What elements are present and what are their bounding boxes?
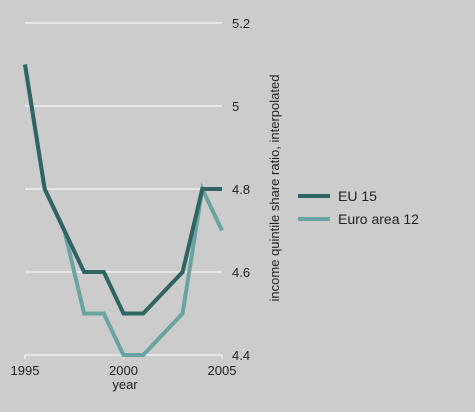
legend: EU 15 Euro area 12 — [298, 188, 419, 227]
legend-label-eu-15: EU 15 — [338, 188, 377, 204]
series-line-eu-15 — [23, 64, 222, 316]
x-tick-label: 2005 — [208, 363, 237, 378]
tick-labels: 4.4 4.6 4.8 5 5.2 1995 2000 2005 — [11, 16, 251, 378]
y-tick-label: 5.2 — [232, 16, 250, 31]
y-tick-label: 4.4 — [232, 348, 250, 363]
series-lines — [23, 64, 224, 357]
x-tick-label: 2000 — [109, 363, 138, 378]
y-axis-title: income quintile share ratio, interpolate… — [267, 75, 282, 302]
x-tick-label: 1995 — [11, 363, 40, 378]
y-tick-label: 5 — [232, 99, 239, 114]
legend-label-euro-area-12: Euro area 12 — [338, 211, 419, 227]
x-axis-title: year — [112, 377, 138, 392]
y-tick-label: 4.8 — [232, 182, 250, 197]
y-tick-label: 4.6 — [232, 265, 250, 280]
